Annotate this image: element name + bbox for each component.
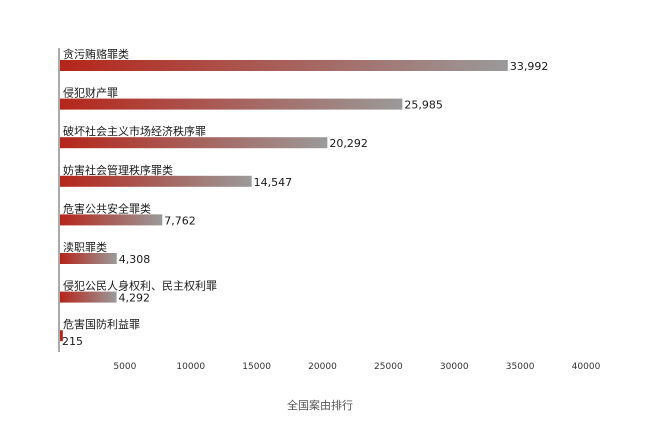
x-tick-label: 20000	[308, 362, 337, 372]
bar	[60, 291, 117, 303]
bar	[60, 60, 508, 71]
x-tick-label: 25000	[374, 362, 403, 372]
value-label: 14,547	[254, 176, 293, 189]
x-tick-label: 30000	[440, 362, 469, 372]
category-label: 侵犯公民人身权利、民主权利罪	[63, 279, 217, 293]
bar	[60, 214, 163, 226]
category-label: 破坏社会主义市场经济秩序罪	[63, 124, 206, 138]
x-tick-label: 15000	[242, 362, 271, 372]
value-label: 20,292	[329, 137, 368, 150]
value-label: 4,308	[119, 253, 151, 266]
value-label: 7,762	[164, 214, 196, 227]
category-label: 妨害社会管理秩序罪类	[63, 163, 173, 177]
category-label: 渎职罪类	[63, 240, 107, 254]
x-tick-label: 40000	[572, 362, 601, 372]
category-label: 贪污贿赂罪类	[63, 47, 129, 61]
value-label: 25,985	[404, 99, 443, 112]
x-tick-label: 5000	[113, 362, 136, 372]
x-tick-label: 35000	[506, 362, 535, 372]
bar	[60, 253, 117, 264]
value-label: 33,992	[510, 60, 549, 73]
category-label: 危害国防利益罪	[63, 317, 140, 331]
bar	[60, 330, 63, 342]
bar	[60, 175, 252, 187]
x-tick-label: 10000	[176, 362, 205, 372]
x-axis-title: 全国案由排行	[287, 398, 353, 412]
bar	[60, 137, 328, 149]
category-label: 危害公共安全罪类	[63, 201, 151, 215]
value-label: 215	[62, 335, 83, 348]
x-axis-ticks: 5000 10000 15000 20000 25000 30000 35000 40000	[113, 362, 600, 372]
category-label: 侵犯财产罪	[63, 86, 118, 100]
bars-group: 贪污贿赂罪类 33,992 侵犯财产罪 25,985 破坏社会主义市场经济秩序罪 20,2…	[60, 47, 548, 348]
bar	[60, 98, 403, 110]
value-label: 4,292	[119, 292, 150, 305]
